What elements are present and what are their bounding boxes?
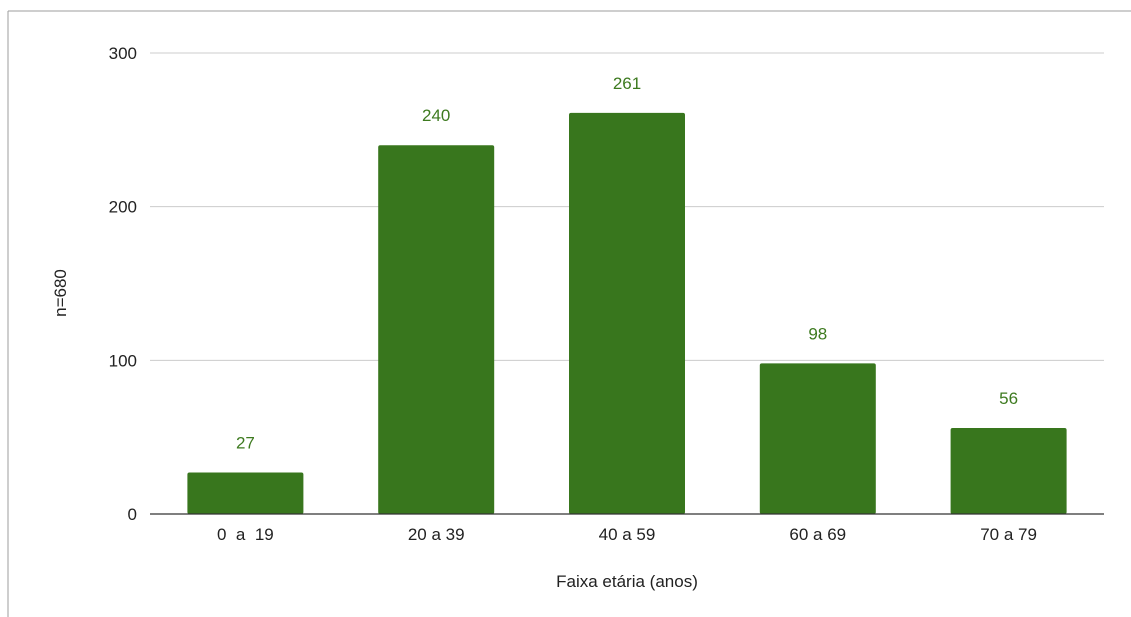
y-axis-title: n=680	[51, 269, 70, 317]
x-axis-title: Faixa etária (anos)	[556, 572, 698, 591]
x-tick-label: 70 a 79	[980, 525, 1037, 544]
y-tick-label: 100	[109, 351, 137, 370]
x-tick-label: 0 a 19	[217, 525, 274, 544]
data-label: 261	[613, 74, 641, 93]
data-label: 98	[808, 324, 827, 343]
bar	[950, 427, 1067, 514]
y-tick-label: 300	[109, 44, 137, 63]
x-tick-label: 20 a 39	[408, 525, 465, 544]
x-tick-label: 60 a 69	[789, 525, 846, 544]
data-label: 56	[999, 389, 1018, 408]
x-axis-ticks: 0 a 19 20 a 39 40 a 59 60 a 69 70 a 79	[217, 525, 1037, 544]
bars	[187, 112, 1067, 515]
y-axis-ticks: 0 100 200 300	[109, 44, 137, 524]
bar	[378, 145, 495, 514]
y-tick-label: 200	[109, 198, 137, 217]
bar	[569, 112, 685, 515]
data-labels: 27 240 261 98 56	[236, 74, 1018, 453]
bar	[187, 472, 304, 514]
data-label: 240	[422, 106, 450, 125]
bar	[759, 363, 876, 514]
y-tick-label: 0	[128, 505, 137, 524]
x-tick-label: 40 a 59	[599, 525, 656, 544]
data-label: 27	[236, 434, 255, 453]
